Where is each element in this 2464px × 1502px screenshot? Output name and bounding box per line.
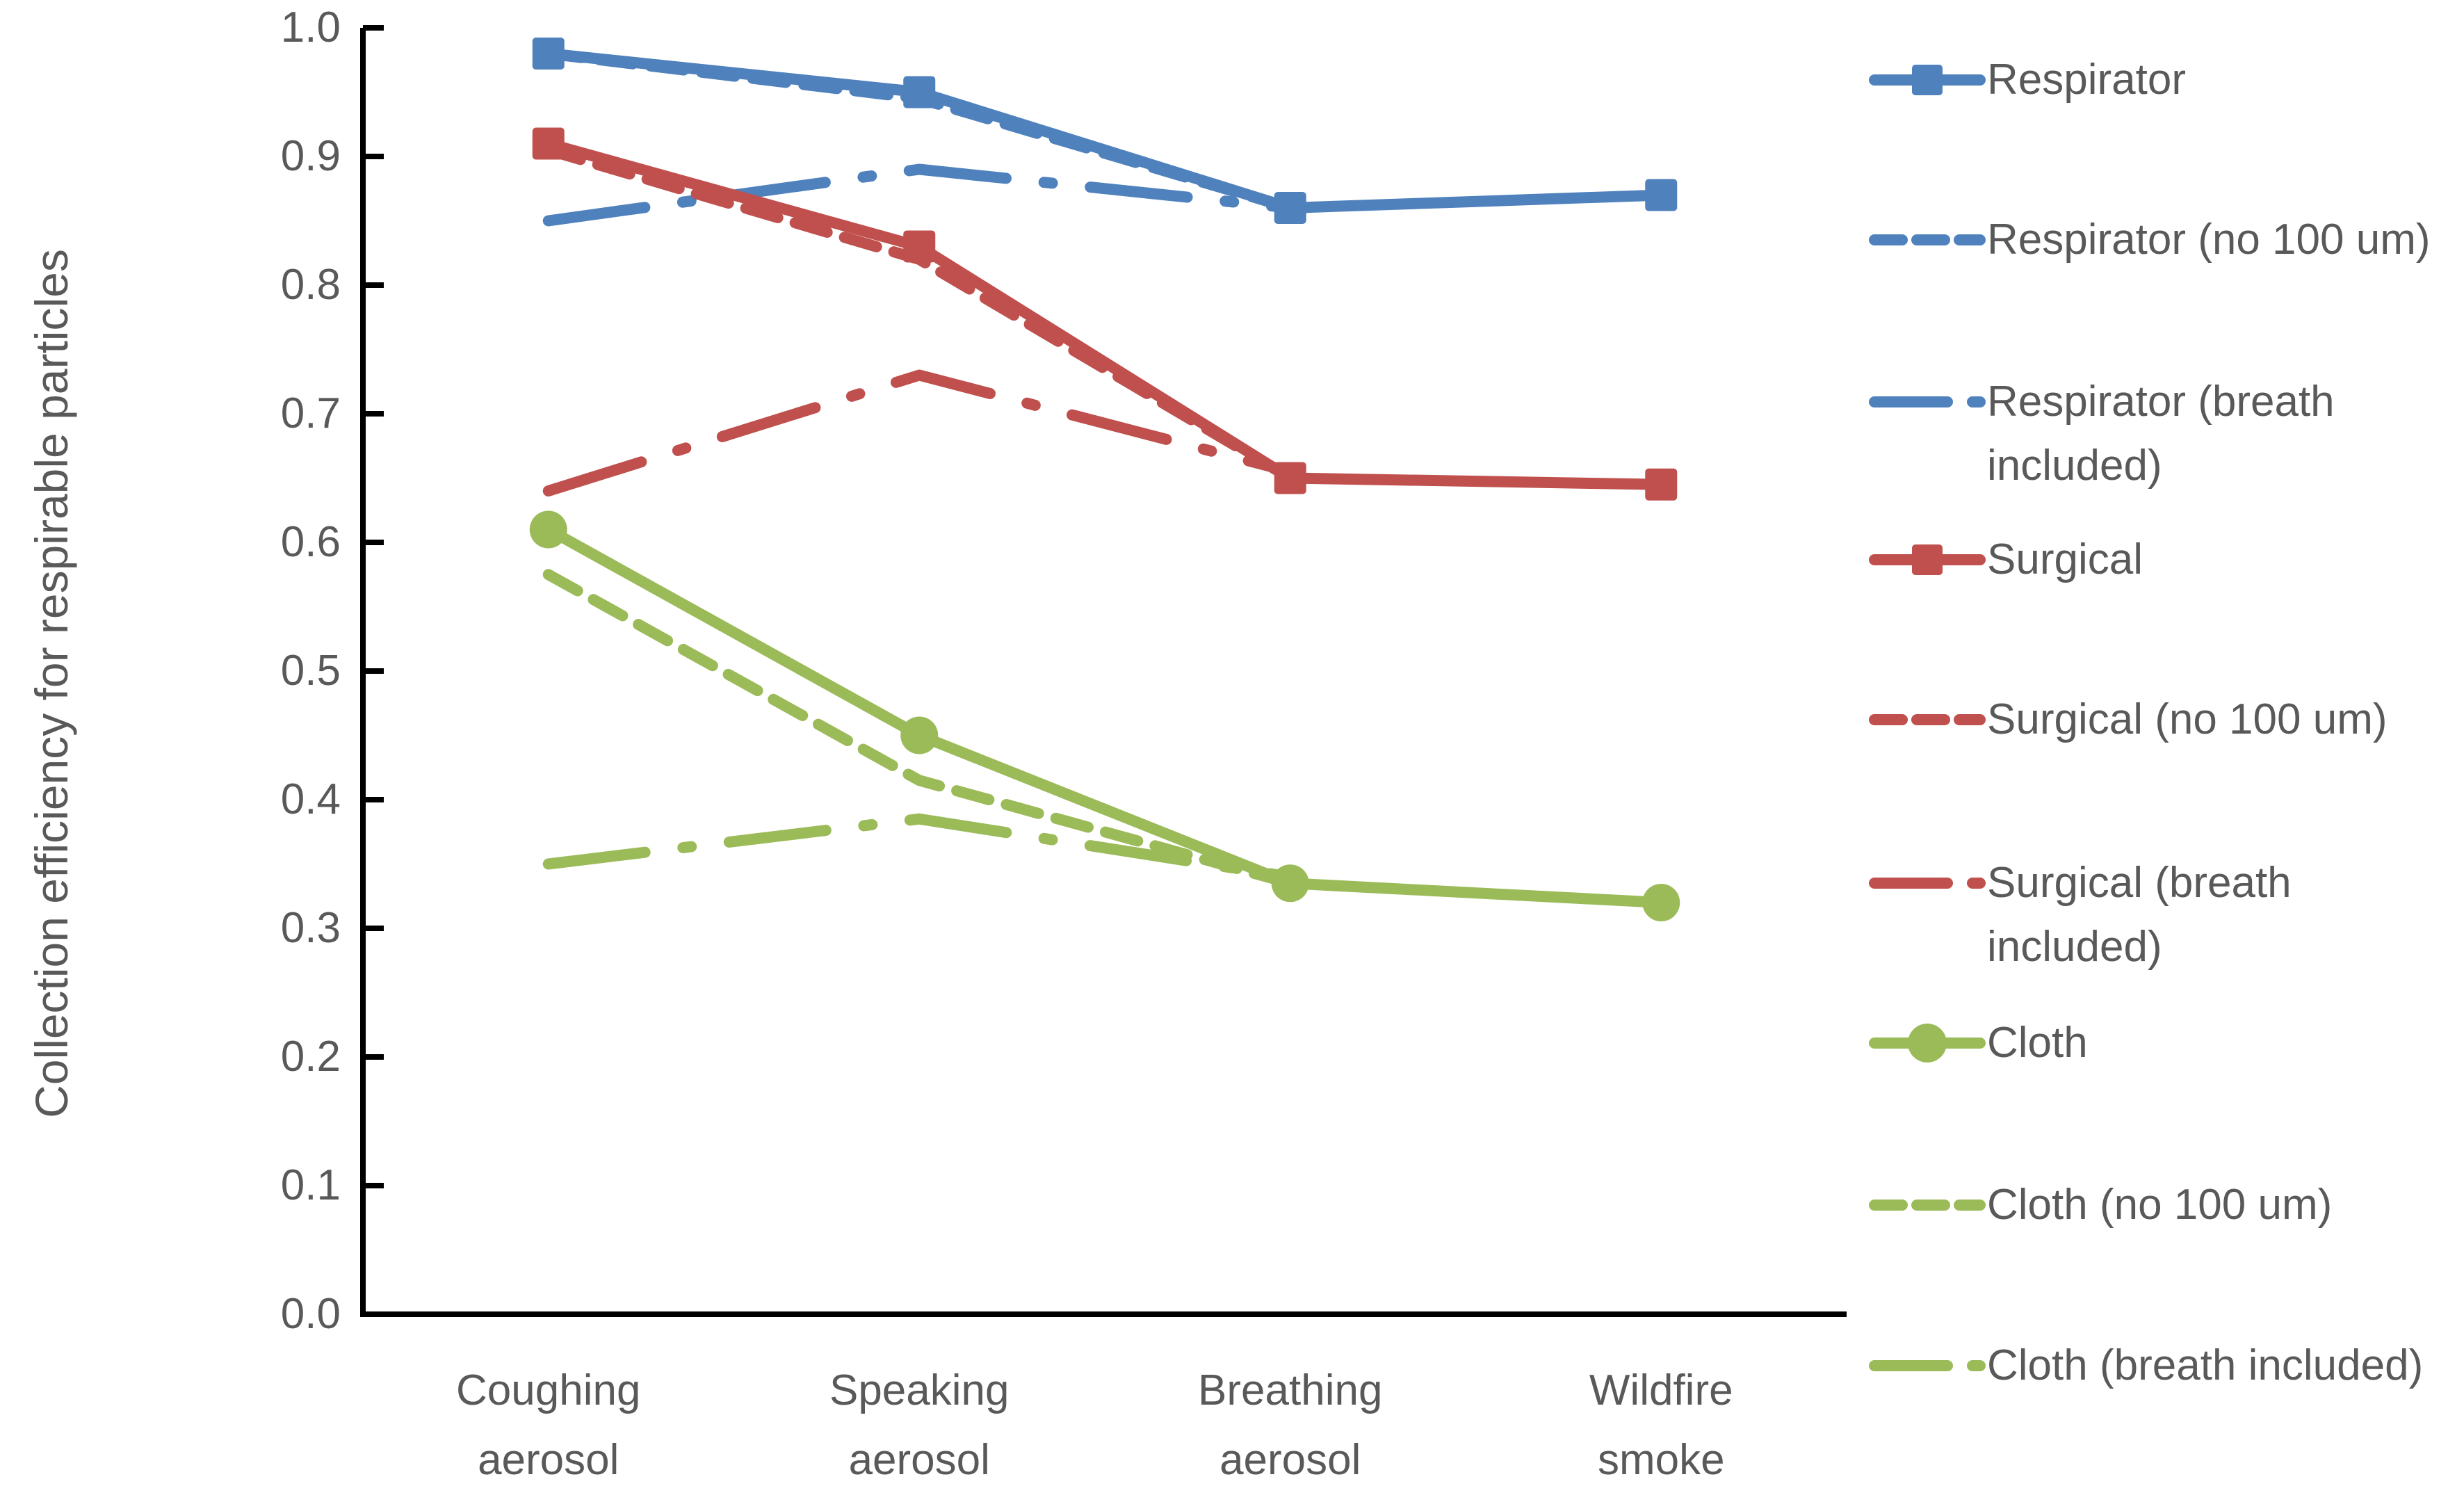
y-tick-label: 0.8 — [280, 261, 341, 309]
series-line — [542, 813, 1296, 882]
data-point-marker — [903, 76, 936, 108]
data-point-marker — [532, 38, 565, 70]
series-line — [542, 163, 1296, 227]
data-point-marker — [532, 127, 565, 160]
series-line — [542, 524, 1667, 908]
y-tick-label: 0.7 — [280, 389, 341, 437]
x-category-label: Breathing aerosol — [1198, 1366, 1383, 1484]
y-tick-label: 0.4 — [280, 775, 341, 823]
data-point-marker — [1642, 884, 1680, 921]
legend-item-label: Respirator — [1987, 56, 2186, 104]
y-tick-label: 0.5 — [280, 647, 341, 695]
legend-swatch-circle-icon — [1908, 1024, 1947, 1063]
legend-item-label: Surgical — [1987, 535, 2143, 583]
data-point-marker — [903, 230, 936, 263]
data-point-marker — [1645, 468, 1678, 501]
legend-item-label: Cloth — [1987, 1019, 2088, 1067]
data-point-marker — [1274, 462, 1306, 494]
y-tick-label: 0.0 — [280, 1290, 341, 1338]
data-point-marker — [1274, 192, 1306, 224]
legend-item-label: Surgical (breath included) — [1987, 859, 2292, 971]
legend-item-label: Cloth (breath included) — [1987, 1341, 2424, 1389]
y-tick-label: 0.1 — [280, 1161, 341, 1209]
legend-item-label: Cloth (no 100 um) — [1987, 1181, 2333, 1229]
legend-item-label: Surgical (no 100 um) — [1987, 695, 2388, 743]
legend-item-label: Respirator (breath included) — [1987, 378, 2335, 490]
y-tick-label: 0.3 — [280, 904, 341, 952]
series-line — [542, 369, 1296, 496]
x-category-label: Coughing aerosol — [456, 1366, 641, 1484]
data-point-marker — [1271, 864, 1309, 903]
legend-swatch-square-icon — [1912, 65, 1943, 95]
y-tick-label: 0.6 — [280, 518, 341, 566]
legend-swatch-square-icon — [1912, 544, 1943, 575]
y-tick-label: 0.9 — [280, 132, 341, 180]
series-line — [542, 569, 1296, 889]
y-axis-title: Collection efficiency for respirable par… — [26, 249, 77, 1118]
legend-item-label: Respirator (no 100 um) — [1987, 216, 2431, 264]
data-point-marker — [1645, 179, 1678, 211]
data-point-marker — [900, 716, 939, 754]
y-tick-label: 1.0 — [280, 3, 341, 51]
x-category-label: Speaking aerosol — [829, 1366, 1010, 1484]
y-tick-label: 0.2 — [280, 1033, 341, 1081]
data-point-marker — [529, 510, 567, 549]
x-category-label: Wildfire smoke — [1589, 1366, 1733, 1484]
